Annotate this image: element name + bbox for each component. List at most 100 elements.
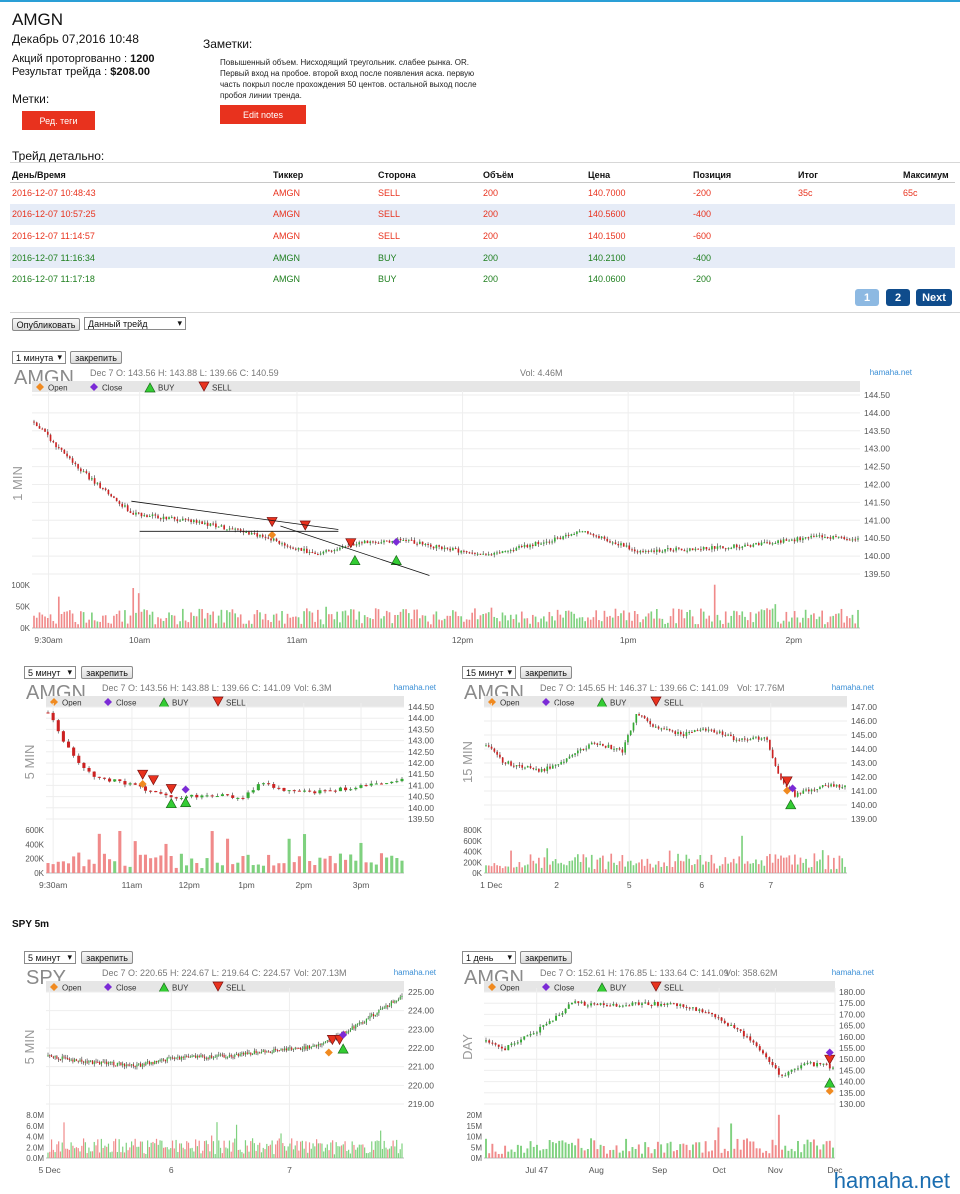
candle	[248, 1052, 250, 1055]
volume-bar	[752, 1141, 755, 1158]
x-tick-label: Nov	[768, 1165, 784, 1175]
volume-bar	[797, 1140, 799, 1158]
candle	[93, 1061, 95, 1064]
candle	[589, 533, 592, 535]
chart-2[interactable]: AMGN Dec 7 O: 143.56 H: 143.88 L: 139.66 …	[24, 681, 440, 895]
interval-select-3[interactable]: 15 минут ▾	[462, 666, 516, 679]
volume-bar	[424, 615, 427, 628]
next-page-button[interactable]: Next	[916, 289, 952, 306]
volume-bar	[316, 1139, 318, 1158]
pin-button-5[interactable]: закрепить	[520, 951, 572, 964]
candle	[369, 783, 373, 786]
volume-bar	[333, 619, 336, 628]
volume-bar	[126, 623, 129, 628]
volume-bar	[154, 857, 158, 873]
volume-bar	[182, 1147, 184, 1158]
volume-bar	[272, 614, 275, 628]
candle	[292, 547, 294, 549]
candle	[749, 545, 752, 547]
pin-button-2[interactable]: закрепить	[81, 666, 133, 679]
chart-4[interactable]: SPY Dec 7 O: 220.65 H: 224.67 L: 219.64 C…	[24, 966, 440, 1180]
candle	[220, 794, 224, 797]
volume-bar	[179, 1143, 181, 1158]
volume-bar	[399, 611, 402, 628]
candle	[308, 1045, 311, 1049]
y-tick-label: 141.50	[408, 769, 434, 779]
volume-bar	[399, 1149, 401, 1158]
candle	[816, 1063, 819, 1067]
edit-notes-button[interactable]: Edit notes	[220, 105, 306, 124]
volume-bar	[41, 614, 44, 628]
candle	[606, 538, 609, 542]
chart-3[interactable]: AMGN Dec 7 O: 145.65 H: 146.37 L: 139.66 …	[462, 681, 878, 895]
y-tick-label: 140.00	[408, 803, 434, 813]
interval-select-5[interactable]: 1 день ▾	[462, 951, 516, 964]
publish-scope-select[interactable]: Данный трейд ▾	[84, 317, 186, 330]
volume-bar	[702, 864, 704, 873]
candle	[107, 489, 110, 495]
candle	[757, 543, 760, 546]
cell-max	[901, 246, 955, 269]
candle	[52, 1056, 54, 1058]
candle	[184, 518, 187, 520]
chart-volume-label: Vol: 4.46M	[520, 368, 563, 378]
volume-bar	[125, 1142, 127, 1158]
volume-bar	[326, 1144, 328, 1158]
chart-1[interactable]: AMGN Dec 7 O: 143.56 H: 143.88 L: 139.66 …	[12, 366, 916, 652]
volume-bar	[602, 1145, 605, 1158]
x-tick-label: 5 Dec	[38, 1165, 61, 1175]
interval-select-4[interactable]: 5 минут ▾	[24, 951, 76, 964]
pin-button-4[interactable]: закрепить	[81, 951, 133, 964]
volume-bar	[677, 853, 679, 873]
candle	[175, 1057, 177, 1059]
interval-value: 5 минут	[28, 952, 61, 963]
buy-marker	[337, 1043, 349, 1054]
interval-value: 15 минут	[466, 667, 504, 678]
pin-button-3[interactable]: закрепить	[520, 666, 572, 679]
edit-tags-button[interactable]: Ред. теги	[22, 111, 95, 130]
volume-bar	[613, 862, 615, 873]
interval-select-1[interactable]: 1 минута ▾	[12, 351, 66, 364]
volume-bar	[682, 1143, 685, 1158]
candle	[318, 790, 322, 794]
chart-5[interactable]: AMGN Dec 7 O: 152.61 H: 176.85 L: 133.64 …	[462, 966, 878, 1180]
volume-bar	[143, 854, 148, 873]
volume-bar	[209, 614, 212, 628]
volume-bar	[104, 1145, 106, 1158]
volume-bar	[746, 620, 749, 628]
interval-select-2[interactable]: 5 минут ▾	[24, 666, 76, 679]
volume-bar	[159, 1140, 161, 1158]
volume-bar	[707, 861, 710, 873]
candle	[99, 482, 101, 488]
volume-bar	[280, 1133, 282, 1158]
page-1-button[interactable]: 1	[855, 289, 879, 306]
candle	[570, 534, 573, 536]
candle	[235, 1053, 238, 1055]
volume-bar	[271, 1140, 273, 1158]
volume-bar	[195, 1139, 197, 1158]
x-tick-label: 12pm	[452, 635, 473, 645]
y-tick-label: 145.00	[839, 1065, 865, 1075]
page-2-button[interactable]: 2	[886, 289, 910, 306]
candle	[308, 790, 312, 792]
volume-bar	[804, 609, 807, 628]
y-tick-label: 155.00	[839, 1043, 865, 1053]
publish-button[interactable]: Опубликовать	[12, 318, 80, 331]
volume-bar	[115, 614, 118, 628]
legend-sell-label: SELL	[226, 984, 246, 993]
candle	[707, 729, 710, 731]
volume-bar	[813, 613, 815, 628]
candle	[276, 1050, 279, 1052]
candle	[356, 1023, 359, 1025]
candle	[454, 548, 457, 550]
candle	[363, 540, 366, 544]
candle	[113, 1061, 115, 1066]
volume-bar	[179, 853, 183, 873]
pin-button-1[interactable]: закрепить	[70, 351, 122, 364]
candle	[214, 1056, 216, 1058]
candle	[563, 761, 565, 763]
volume-bar	[667, 622, 669, 628]
volume-bar	[657, 861, 660, 873]
candle	[660, 1003, 663, 1006]
candle	[691, 548, 694, 551]
